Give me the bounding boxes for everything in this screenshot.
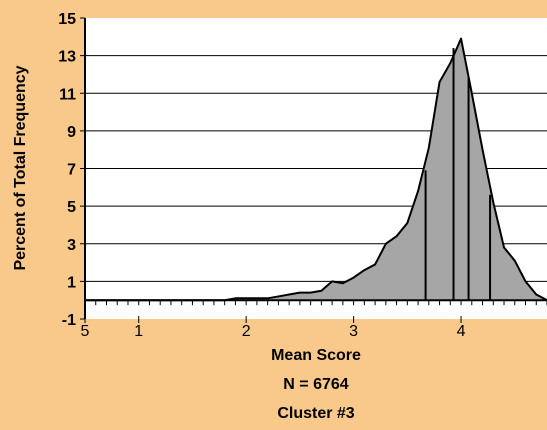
x-axis: 5 1 2 3 4 — [81, 299, 547, 340]
y-tick-label-6: 11 — [59, 86, 76, 103]
x-tick-label-4: 4 — [457, 323, 466, 340]
y-tick-label-1: 1 — [67, 274, 76, 291]
x-tick-label-1: 1 — [134, 323, 143, 340]
y-tick-label-0: -1 — [62, 312, 76, 329]
area-outline — [85, 37, 547, 302]
y-tick-label-7: 13 — [58, 49, 76, 66]
y-axis-title: Percent of Total Frequency — [12, 65, 29, 270]
y-tick-label-4: 7 — [67, 162, 76, 179]
x-axis-title: Mean Score — [271, 347, 361, 364]
x-tick-label-2: 2 — [242, 323, 251, 340]
area-series — [85, 37, 547, 302]
x-tick-label-0: 5 — [81, 323, 90, 340]
sample-size-caption: N = 6764 — [283, 376, 348, 393]
area-fill — [85, 38, 547, 301]
marker-lines — [424, 48, 492, 301]
y-tick-label-5: 9 — [67, 124, 76, 141]
cluster-caption: Cluster #3 — [277, 405, 354, 422]
x-tick-label-3: 3 — [349, 323, 358, 340]
y-tick-label-3: 5 — [67, 199, 76, 216]
y-tick-label-2: 3 — [67, 237, 76, 254]
y-tick-label-8: 15 — [58, 11, 76, 28]
